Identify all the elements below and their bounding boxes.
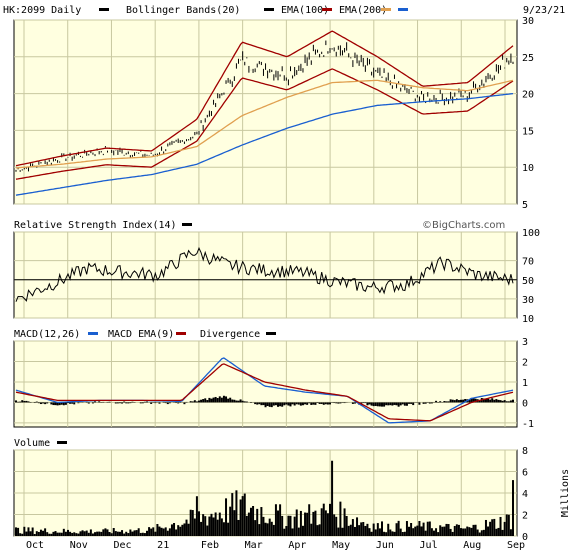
- y-tick-label: 30: [522, 295, 534, 306]
- macd-ema-legend-label: MACD EMA(9): [108, 329, 174, 340]
- legend-ema200-swatch: [381, 8, 391, 11]
- y-tick-label: 30: [522, 16, 534, 27]
- x-tick-label: Dec: [113, 540, 131, 551]
- x-tick-label: Jun: [376, 540, 394, 551]
- macd-series: [15, 357, 514, 424]
- x-tick-label: 21: [157, 540, 169, 551]
- legend-ema100-swatch: [322, 8, 332, 11]
- rsi-series: [14, 246, 517, 302]
- ema100-line: [15, 79, 514, 169]
- y-tick-label: -1: [522, 419, 534, 430]
- x-tick-label: Aug: [463, 540, 481, 551]
- bollinger-lower-line: [15, 68, 514, 180]
- y-tick-label: 15: [522, 126, 534, 137]
- legend-ema100-label: EMA(100): [281, 5, 329, 16]
- x-tick-label: Sep: [507, 540, 525, 551]
- divergence-legend-label: Divergence: [200, 329, 260, 340]
- date-label: 9/23/21: [523, 5, 565, 16]
- price-panel-bg: [13, 19, 518, 205]
- rsi-line: [15, 246, 514, 302]
- y-tick-label: 100: [522, 228, 540, 239]
- y-tick-label: 1: [522, 378, 528, 389]
- legend-bollinger-swatch: [264, 8, 274, 11]
- y-tick-label: 0: [522, 398, 528, 409]
- legend-blue-swatch: [398, 8, 408, 11]
- x-tick-label: Mar: [245, 540, 263, 551]
- volume-title: Volume: [14, 438, 50, 449]
- y-tick-label: 2: [522, 511, 528, 522]
- y-tick-label: 4: [522, 489, 528, 500]
- macd-legend-swatch: [88, 332, 98, 335]
- legend-swatch-ticker: [99, 8, 109, 11]
- y-tick-label: 10: [522, 314, 534, 325]
- price-ticks: 5 10 15 20 25 30: [522, 16, 534, 211]
- x-tick-label: Jul: [420, 540, 438, 551]
- macd-panel: -1 0 1 2 3: [13, 337, 534, 430]
- rsi-ticks: 10 30 50 70 100: [522, 228, 540, 325]
- volume-ticks: 0 2 4 6 8: [522, 446, 528, 543]
- x-tick-label: Feb: [201, 540, 219, 551]
- x-tick-label: May: [332, 540, 350, 551]
- y-tick-label: 2: [522, 357, 528, 368]
- volume-unit-label: Millions: [560, 469, 571, 517]
- y-tick-label: 70: [522, 257, 534, 268]
- y-tick-label: 25: [522, 53, 534, 64]
- macd-ema-legend-swatch: [176, 332, 186, 335]
- volume-series: [15, 460, 514, 536]
- y-tick-label: 20: [522, 90, 534, 101]
- rsi-panel: 10 30 50 70 100: [13, 228, 540, 325]
- x-tick-label: Oct: [26, 540, 44, 551]
- watermark: ©BigCharts.com: [422, 220, 505, 231]
- x-tick-label: Apr: [288, 540, 306, 551]
- legend-ema200-label: EMA(200): [339, 5, 387, 16]
- rsi-title: Relative Strength Index(14): [14, 220, 177, 231]
- volume-legend-swatch: [57, 441, 67, 444]
- macd-ticks: -1 0 1 2 3: [522, 337, 534, 430]
- price-panel: 5 10 15 20 25 30: [13, 16, 534, 211]
- macd-panel-bg: [13, 340, 518, 428]
- x-axis: Oct Nov Dec 21 Feb Mar Apr May Jun Jul Aug Sep: [26, 540, 525, 551]
- y-tick-label: 8: [522, 446, 528, 457]
- volume-panel: 0 2 4 6 8: [13, 446, 528, 543]
- price-series: [15, 30, 514, 196]
- y-tick-label: 50: [522, 276, 534, 287]
- rsi-legend-swatch: [182, 223, 192, 226]
- y-tick-label: 10: [522, 163, 534, 174]
- macd-legend-label: MACD(12,26): [14, 329, 80, 340]
- macd-signal-line: [15, 363, 514, 422]
- divergence-legend-swatch: [266, 332, 276, 335]
- y-tick-label: 6: [522, 468, 528, 479]
- y-tick-label: 3: [522, 337, 528, 348]
- ticker-label: HK:2099 Daily: [3, 5, 81, 16]
- legend-bollinger-label: Bollinger Bands(20): [126, 5, 240, 16]
- bollinger-upper-line: [15, 30, 514, 167]
- ema200-line: [15, 92, 514, 196]
- y-tick-label: 0: [522, 532, 528, 543]
- y-tick-label: 5: [522, 200, 528, 211]
- price-grid: [14, 19, 517, 205]
- x-tick-label: Nov: [70, 540, 88, 551]
